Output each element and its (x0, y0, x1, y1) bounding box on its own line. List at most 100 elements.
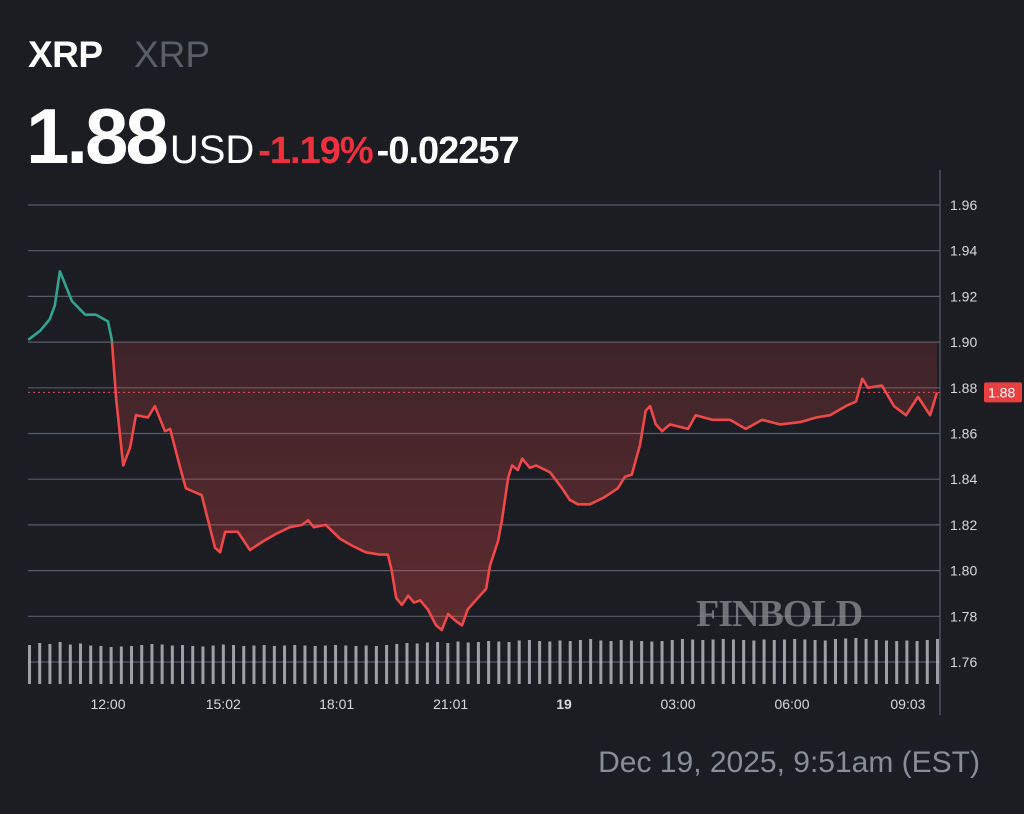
volume-bar (99, 646, 103, 684)
volume-bar (772, 640, 776, 684)
volume-bar (497, 641, 501, 684)
volume-bar (272, 646, 276, 684)
volume-bar (742, 640, 746, 684)
y-tick-label: 1.86 (950, 426, 977, 442)
volume-bar (79, 643, 83, 684)
volume-bar (456, 641, 460, 684)
y-tick-label: 1.92 (950, 288, 977, 304)
volume-bar (466, 642, 470, 684)
volume-bar (833, 639, 837, 684)
volume-bar (385, 645, 389, 684)
current-price-tag (984, 382, 1022, 403)
volume-bar (609, 641, 613, 684)
volume-bar (680, 639, 684, 684)
volume-bar (813, 640, 817, 684)
volume-bar (874, 640, 878, 684)
y-tick-label: 1.84 (950, 471, 977, 487)
y-tick-label: 1.78 (950, 608, 977, 624)
y-tick-label: 1.76 (950, 654, 977, 670)
volume-bar (262, 645, 266, 684)
volume-bar (507, 642, 511, 684)
volume-bar (844, 638, 848, 684)
area-fill (111, 342, 938, 630)
volume-bar (150, 644, 154, 684)
currency: USD (169, 128, 255, 172)
volume-bar (48, 644, 52, 684)
volume-bar (823, 640, 827, 684)
x-tick-label: 15:02 (206, 696, 241, 712)
volume-bar (211, 645, 215, 684)
volume-bar (599, 640, 603, 684)
volume-bar (629, 640, 633, 684)
timestamp: Dec 19, 2025, 9:51am (EST) (598, 746, 980, 779)
volume-bar (109, 647, 113, 684)
volume-bar (119, 646, 123, 684)
volume-bar (68, 644, 72, 684)
volume-bar (293, 645, 297, 684)
volume-bar (354, 646, 358, 684)
volume-bar (323, 645, 327, 684)
price-row: 1.88 USD -1.19% -0.02257 (26, 92, 520, 180)
price-line-down (110, 342, 939, 632)
x-tick-label: 19 (556, 696, 572, 712)
change-absolute: -0.02257 (376, 130, 520, 172)
volume-bar (568, 641, 572, 684)
volume-bar (446, 643, 450, 684)
volume-bar (884, 640, 888, 684)
volume-bar (89, 645, 93, 684)
volume-bar (38, 643, 42, 684)
volume-bar (58, 642, 62, 684)
volume-bar (170, 645, 174, 684)
volume-bar (619, 640, 623, 684)
x-tick-label: 18:01 (319, 696, 354, 712)
current-price: 1.88 (26, 92, 169, 180)
volume-bar (140, 645, 144, 684)
y-tick-label: 1.88 (950, 380, 977, 396)
volume-bar (691, 639, 695, 684)
volume-bar (487, 641, 491, 684)
volume-bar (925, 640, 929, 684)
volume-bar (527, 640, 531, 684)
volume-bar (762, 639, 766, 684)
volume-bar (201, 646, 205, 684)
y-tick-label: 1.80 (950, 563, 977, 579)
volume-bar (803, 639, 807, 684)
volume-bar (130, 646, 134, 684)
volume-bar (895, 641, 899, 684)
volume-bar (538, 641, 542, 684)
volume-bar (344, 645, 348, 684)
volume-bar (650, 641, 654, 684)
volume-bar (905, 640, 909, 684)
volume-bar (232, 645, 236, 684)
volume-bar (374, 646, 378, 684)
y-tick-label: 1.94 (950, 243, 977, 259)
x-tick-label: 09:03 (890, 696, 925, 712)
volume-bar (793, 639, 797, 684)
volume-bar (864, 639, 868, 684)
x-tick-label: 21:01 (433, 696, 468, 712)
volume-bar (660, 641, 664, 684)
volume-bar (476, 642, 480, 684)
volume-bar (752, 640, 756, 684)
volume-bar (548, 641, 552, 684)
volume-bar (782, 639, 786, 684)
volume-bar (640, 641, 644, 684)
volume-bar (425, 642, 429, 684)
y-tick-label: 1.90 (950, 334, 977, 350)
volume-bar (252, 645, 256, 684)
volume-bar (578, 640, 582, 684)
volume-bar (28, 645, 31, 684)
x-tick-label: 06:00 (774, 696, 809, 712)
volume-bar (395, 644, 399, 684)
volume-bar (181, 645, 185, 684)
volume-bar (221, 644, 225, 684)
volume-bar (242, 646, 246, 684)
current-price-tag-label: 1.88 (988, 384, 1015, 400)
volume-bar (731, 639, 735, 684)
volume-bar (415, 643, 419, 684)
volume-bar (303, 645, 307, 684)
volume-bar (711, 639, 715, 684)
y-tick-label: 1.96 (950, 197, 977, 213)
volume-bar (364, 645, 368, 684)
